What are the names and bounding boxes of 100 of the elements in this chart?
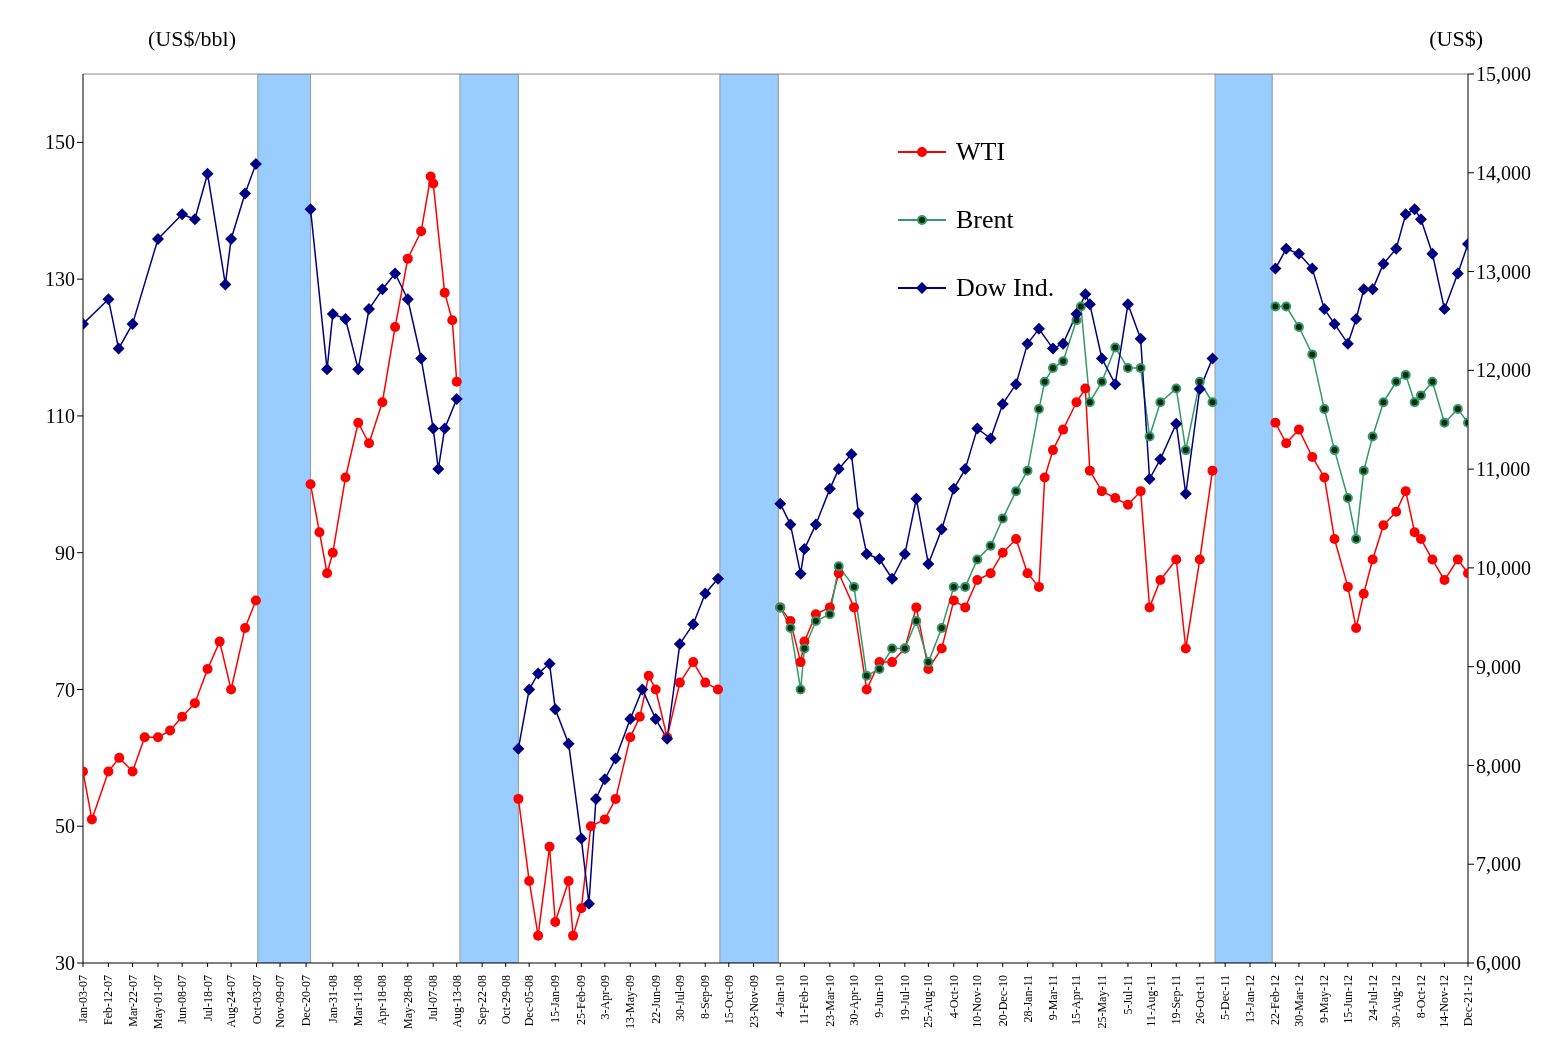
- x-tick-label: 25-Feb-09: [574, 975, 589, 1025]
- y-tick-label: 30: [55, 952, 75, 975]
- point: [810, 616, 821, 627]
- point: [1084, 397, 1095, 408]
- x-tick-label: Feb-12-07: [101, 975, 116, 1025]
- x-tick-label: 3-Apr-09: [597, 975, 612, 1020]
- point: [1058, 356, 1069, 367]
- point: [1135, 363, 1146, 374]
- point: [795, 684, 806, 695]
- point: [887, 643, 898, 654]
- x-tick-label: Oct-03-07: [249, 975, 264, 1025]
- y-tick-label: 50: [55, 815, 75, 838]
- point: [1319, 404, 1330, 415]
- x-tick-label: 9-Jun-10: [872, 975, 887, 1018]
- y2-tick-label: 9,000: [1476, 655, 1521, 678]
- x-tick-label: 30-Apr-10: [847, 975, 861, 1026]
- x-tick-label: 5-Dec-11: [1218, 975, 1233, 1020]
- x-tick-label: Mar-11-08: [351, 975, 366, 1027]
- x-tick-label: 23-Mar-10: [822, 975, 837, 1027]
- y-tick-label: 150: [45, 131, 75, 154]
- x-tick-label: 13-Jan-12: [1242, 975, 1257, 1023]
- x-tick-label: 11-Feb-10: [797, 975, 812, 1025]
- point: [1047, 363, 1058, 374]
- x-tick-label: 20-Dec-10: [995, 975, 1010, 1027]
- x-tick-label: Oct-29-08: [498, 975, 513, 1025]
- y2-tick-label: 7,000: [1476, 853, 1521, 876]
- x-tick-label: May-28-08: [400, 975, 415, 1029]
- point: [948, 581, 959, 592]
- point: [1409, 397, 1420, 408]
- x-tick-label: Jan-03-07: [76, 975, 90, 1023]
- x-tick-label: 8-Sep-09: [698, 975, 713, 1019]
- y2-tick-label: 6,000: [1476, 952, 1521, 975]
- point: [1011, 486, 1022, 497]
- y2-tick-label: 11,000: [1476, 458, 1531, 481]
- point: [972, 554, 983, 565]
- point: [1358, 465, 1369, 476]
- point: [1171, 383, 1182, 394]
- point: [861, 670, 872, 681]
- x-tick-label: 14-Nov-12: [1437, 975, 1452, 1028]
- x-tick-label: 25-May-11: [1094, 975, 1109, 1029]
- legend-label: Dow Ind.: [956, 273, 1055, 303]
- x-tick-label: 10-Nov-10: [970, 975, 985, 1028]
- point: [1122, 363, 1133, 374]
- point: [1452, 404, 1463, 415]
- x-tick-label: Dec-05-08: [522, 975, 537, 1027]
- point: [799, 643, 810, 654]
- y2-tick-label: 12,000: [1476, 359, 1531, 382]
- x-tick-label: 5-Jul-11: [1120, 975, 1135, 1015]
- point: [1022, 465, 1033, 476]
- x-tick-label: 30-Aug-12: [1389, 975, 1404, 1028]
- x-tick-label: 25-Aug-10: [921, 975, 936, 1028]
- y-tick-label: 130: [45, 268, 75, 291]
- point: [1096, 376, 1107, 387]
- x-tick-label: 9-Mar-11: [1045, 975, 1060, 1021]
- point: [1270, 301, 1281, 312]
- y-axis-title: (US$/bbl): [148, 26, 236, 52]
- y2-tick-label: 13,000: [1476, 260, 1531, 283]
- x-tick-label: 9-May-12: [1317, 975, 1332, 1023]
- point: [1400, 369, 1411, 380]
- x-tick-label: Aug-13-08: [449, 975, 464, 1028]
- x-tick-label: Mar-22-07: [125, 975, 140, 1027]
- y2-tick-label: 15,000: [1476, 63, 1531, 86]
- x-tick-label: 19-Sep-11: [1169, 975, 1184, 1025]
- y2-tick-label: 10,000: [1476, 556, 1531, 579]
- y-tick-label: 70: [55, 678, 75, 701]
- point: [1281, 301, 1292, 312]
- point: [1378, 397, 1389, 408]
- x-tick-label: 15-Oct-09: [721, 975, 736, 1025]
- point: [1039, 376, 1050, 387]
- point: [1110, 342, 1121, 353]
- point: [874, 663, 885, 674]
- x-tick-label: Sep-22-08: [475, 975, 490, 1025]
- x-tick-label: 26-Oct-11: [1192, 975, 1207, 1024]
- point: [997, 513, 1008, 524]
- x-tick-label: Jul-18-07: [200, 975, 215, 1021]
- point: [824, 609, 835, 620]
- x-tick-label: 15-Jun-12: [1340, 975, 1355, 1024]
- x-tick-label: 30-Jul-09: [672, 975, 687, 1021]
- x-tick-label: 24-Jul-12: [1365, 975, 1380, 1021]
- point: [960, 581, 971, 592]
- point: [785, 622, 796, 633]
- point: [1180, 445, 1191, 456]
- x-tick-label: 30-Mar-12: [1291, 975, 1306, 1027]
- point: [936, 622, 947, 633]
- x-tick-label: Jul-07-08: [426, 975, 441, 1021]
- point: [833, 561, 844, 572]
- point: [1427, 376, 1438, 387]
- point: [1342, 492, 1353, 503]
- x-tick-label: Dec-21-12: [1461, 975, 1475, 1027]
- point: [849, 581, 859, 592]
- y2-tick-label: 8,000: [1476, 754, 1521, 777]
- point: [1351, 534, 1362, 545]
- x-tick-label: May-01-07: [151, 975, 165, 1029]
- point: [1307, 349, 1318, 360]
- point: [1391, 376, 1402, 387]
- x-tick-label: Aug-24-07: [224, 975, 239, 1028]
- point: [1075, 301, 1086, 312]
- x-tick-label: 4-Oct-10: [946, 975, 961, 1019]
- point: [1415, 390, 1426, 401]
- x-tick-label: Jun-08-07: [175, 975, 190, 1024]
